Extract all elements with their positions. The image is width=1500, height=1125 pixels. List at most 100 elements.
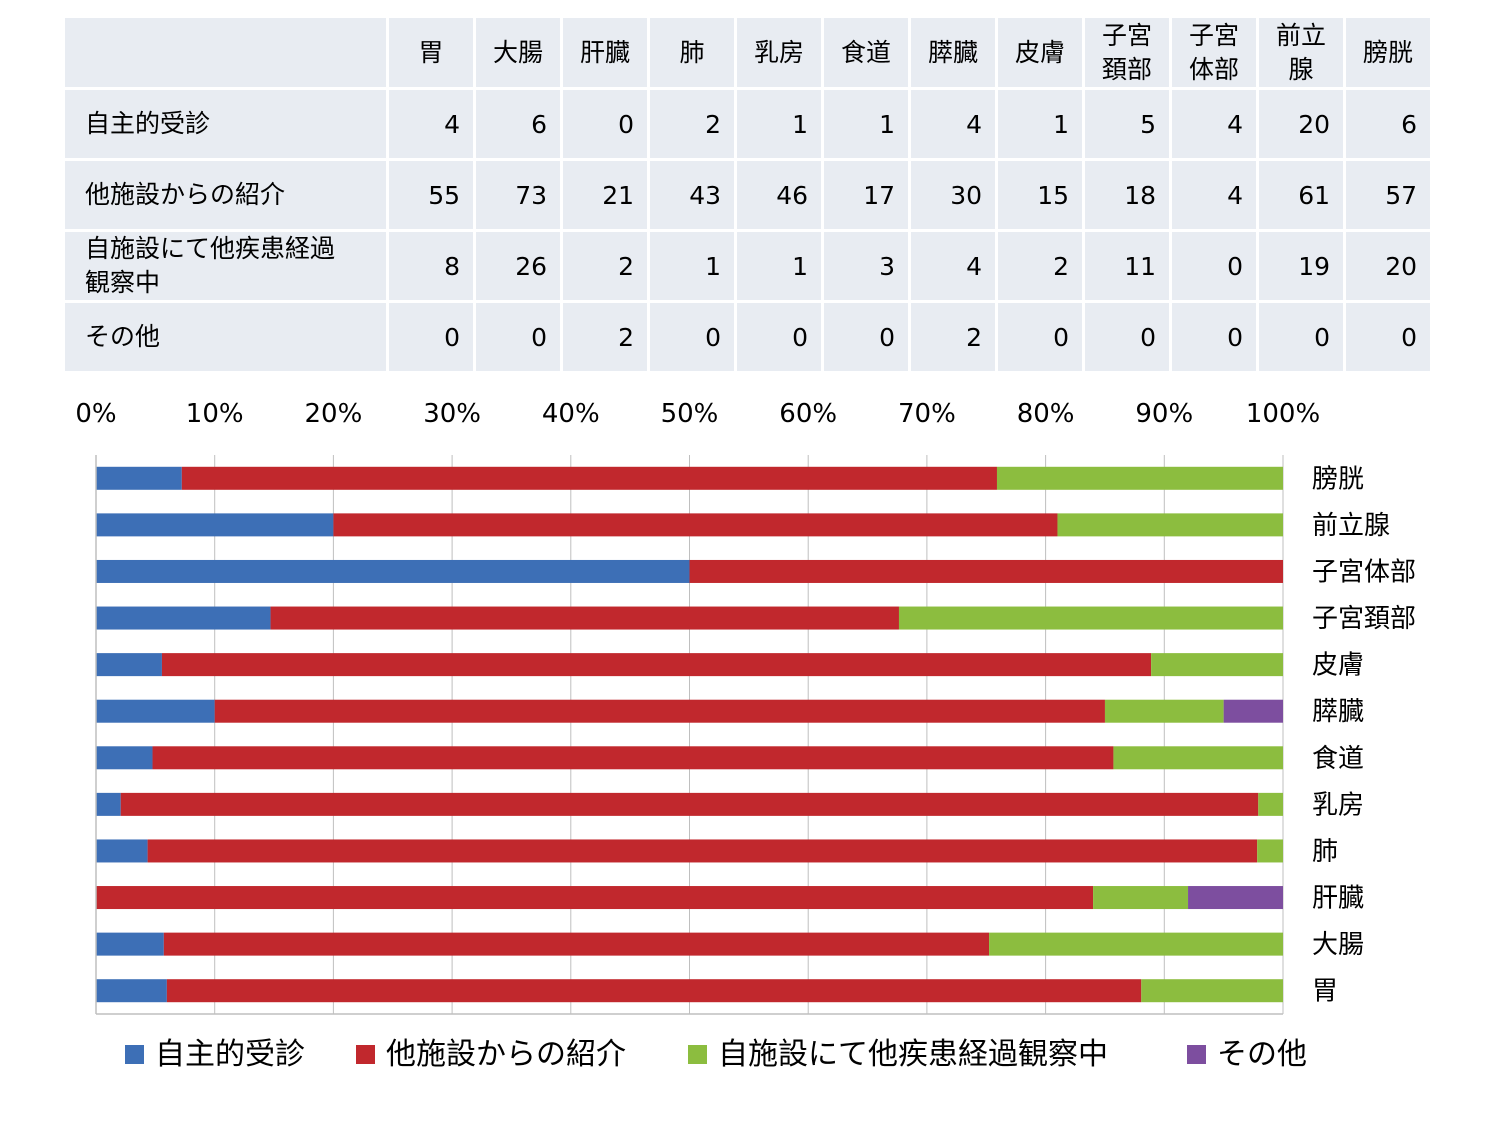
table-row: 自施設にて他疾患経過 観察中 8 26 2 1 1 3 4 2 11 0 19 20 — [65, 232, 1430, 300]
table-cell: 2 — [650, 90, 734, 158]
axis — [95, 455, 1283, 1015]
legend-swatch — [356, 1045, 375, 1064]
bar-segment — [96, 886, 1094, 910]
table-row: 自主的受診 4 6 0 2 1 1 4 1 5 4 20 6 — [65, 90, 1430, 158]
row-label: その他 — [65, 303, 386, 371]
bar-segment — [96, 699, 215, 723]
table-cell: 0 — [998, 303, 1082, 371]
table-column-header: 子宮 体部 — [1172, 18, 1256, 87]
category-label: 皮膚 — [1312, 651, 1364, 681]
x-tick-label: 70% — [898, 399, 956, 429]
x-tick-label: 10% — [186, 399, 244, 429]
table-column-header: 胃 — [389, 18, 473, 87]
legend-label: その他 — [1217, 1037, 1307, 1072]
bar-segment — [96, 792, 121, 816]
table-cell: 1 — [737, 232, 821, 300]
table-cell: 0 — [476, 303, 560, 371]
bar-segment — [1188, 886, 1283, 910]
bar-segment — [1057, 513, 1283, 537]
row-label: 自施設にて他疾患経過 観察中 — [65, 232, 386, 300]
table-cell: 46 — [737, 161, 821, 229]
table-cell: 2 — [998, 232, 1082, 300]
x-tick-label: 100% — [1246, 399, 1320, 429]
x-tick-label: 20% — [305, 399, 363, 429]
legend-swatch — [1187, 1045, 1206, 1064]
table-cell: 0 — [389, 303, 473, 371]
table-column-header: 膵臓 — [911, 18, 995, 87]
category-label: 子宮頚部 — [1312, 604, 1416, 634]
bars — [96, 466, 1283, 1003]
table-column-header: 食道 — [824, 18, 908, 87]
bar-segment — [96, 746, 153, 770]
table-cell: 5 — [1085, 90, 1169, 158]
table-column-header: 膀胱 — [1346, 18, 1430, 87]
category-label: 肺 — [1312, 837, 1338, 867]
x-tick-label: 50% — [661, 399, 719, 429]
table-cell: 18 — [1085, 161, 1169, 229]
x-tick-label: 40% — [542, 399, 600, 429]
x-tick-label: 30% — [423, 399, 481, 429]
table-cell: 1 — [824, 90, 908, 158]
bar-segment — [1113, 746, 1283, 770]
table-cell: 0 — [650, 303, 734, 371]
category-label: 膀胱 — [1312, 464, 1364, 494]
table-cell: 0 — [1346, 303, 1430, 371]
table-cell: 2 — [563, 303, 647, 371]
x-tick-labels: 0% 10% 20% 30% 40% 50% 60% 70% 80% 90% 100% — [75, 399, 1320, 429]
legend-label: 自施設にて他疾患経過観察中 — [718, 1037, 1108, 1072]
bar-segment — [96, 979, 167, 1003]
x-tick-label: 0% — [75, 399, 116, 429]
bar-segment — [181, 466, 997, 490]
bar-segment — [96, 466, 182, 490]
x-tick-label: 80% — [1017, 399, 1075, 429]
table-cell: 2 — [563, 232, 647, 300]
table-column-header: 乳房 — [737, 18, 821, 87]
row-label: 他施設からの紹介 — [65, 161, 386, 229]
category-label: 子宮体部 — [1312, 557, 1416, 587]
table-column-header: 皮膚 — [998, 18, 1082, 87]
table-cell: 73 — [476, 161, 560, 229]
bar-segment — [96, 932, 164, 956]
category-label: 食道 — [1312, 744, 1364, 774]
table-cell: 0 — [824, 303, 908, 371]
table-cell: 4 — [1172, 90, 1256, 158]
data-table: 胃大腸 肝臓肺乳房 食道 膵臓 皮膚 子宮 頚部 子宮 体部 前立 腺膀胱 自主的受診 4 6 0 2… — [62, 15, 1433, 374]
table-cell: 1 — [998, 90, 1082, 158]
table-cell: 55 — [389, 161, 473, 229]
row-label: 自主的受診 — [65, 90, 386, 158]
x-tick-label: 90% — [1135, 399, 1193, 429]
bar-segment — [96, 606, 271, 630]
bar-segment — [96, 513, 334, 537]
bar-segment — [166, 979, 1142, 1003]
table-cell: 43 — [650, 161, 734, 229]
legend: 自主的受診 他施設からの紹介 自施設にて他疾患経過観察中 その他 — [125, 1037, 1307, 1072]
table-column-header: 前立 腺 — [1259, 18, 1343, 87]
table-corner-cell — [65, 18, 386, 87]
table-cell: 19 — [1259, 232, 1343, 300]
table-cell: 21 — [563, 161, 647, 229]
table-column-header: 肝臓 — [563, 18, 647, 87]
table-cell: 6 — [1346, 90, 1430, 158]
bar-segment — [333, 513, 1058, 537]
stacked-bar-chart: 0% 10% 20% 30% 40% 50% 60% 70% 80% 90% 100% 胃 大腸 肝臓 肺… — [75, 399, 1416, 1072]
bar-segment — [1093, 886, 1189, 910]
table-cell: 20 — [1346, 232, 1430, 300]
table-column-header: 大腸 — [476, 18, 560, 87]
bar-segment — [1141, 979, 1283, 1003]
table-row: その他 0 0 2 0 0 0 2 0 0 0 0 0 — [65, 303, 1430, 371]
table-cell: 20 — [1259, 90, 1343, 158]
legend-swatch — [125, 1045, 144, 1064]
table-cell: 3 — [824, 232, 908, 300]
bar-segment — [270, 606, 899, 630]
category-label: 乳房 — [1312, 790, 1364, 820]
legend-label: 他施設からの紹介 — [386, 1037, 626, 1072]
table-cell: 0 — [1085, 303, 1169, 371]
bar-segment — [163, 932, 990, 956]
table-cell: 17 — [824, 161, 908, 229]
table-cell: 61 — [1259, 161, 1343, 229]
table-cell: 57 — [1346, 161, 1430, 229]
bar-segment — [689, 559, 1283, 583]
category-label: 大腸 — [1312, 930, 1364, 960]
bar-segment — [161, 653, 1152, 677]
table-cell: 1 — [650, 232, 734, 300]
